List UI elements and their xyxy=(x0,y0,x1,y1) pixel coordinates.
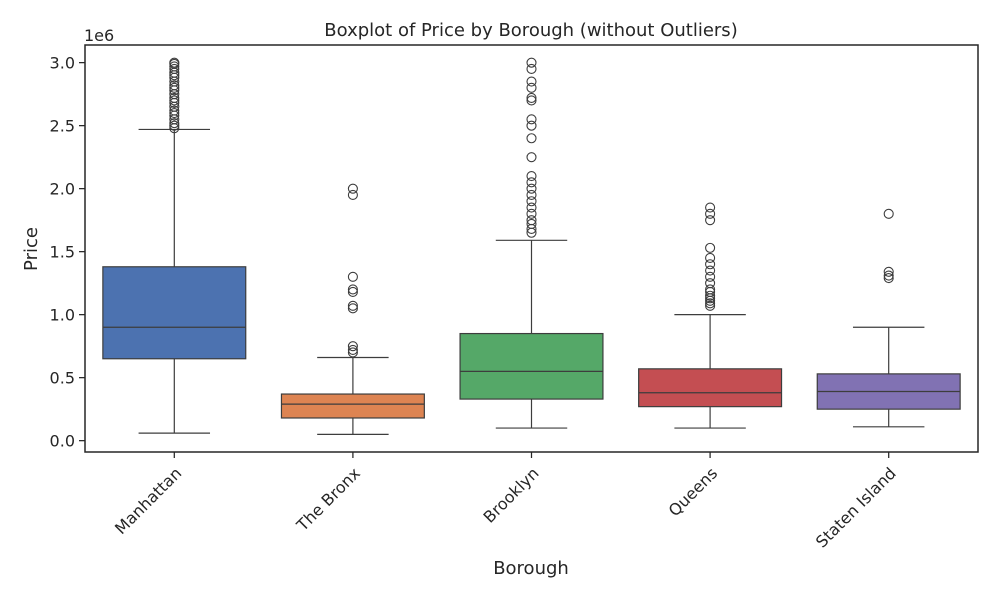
outlier-staten-island xyxy=(883,266,894,277)
outlier-queens xyxy=(705,300,716,311)
outlier-brooklyn xyxy=(526,92,537,103)
outlier-manhattan xyxy=(169,92,180,103)
y-axis-label: Price xyxy=(21,227,42,271)
x-tick-label: Manhattan xyxy=(111,464,185,538)
y-tick-label: 2.0 xyxy=(50,180,75,199)
outlier-queens xyxy=(705,271,716,282)
outlier-manhattan xyxy=(169,63,180,74)
outlier-queens xyxy=(705,252,716,264)
x-tick-label: Brooklyn xyxy=(480,464,543,527)
outlier-the-bronx xyxy=(347,271,358,282)
outlier-manhattan xyxy=(169,120,180,131)
y-axis-offset-label: 1e6 xyxy=(84,26,114,45)
outlier-manhattan xyxy=(169,57,180,68)
outlier-queens xyxy=(705,298,716,309)
outlier-manhattan xyxy=(169,61,180,72)
outlier-the-bronx xyxy=(347,284,358,295)
x-axis-label: Borough xyxy=(493,558,569,579)
outlier-manhattan xyxy=(169,82,180,93)
outlier-the-bronx xyxy=(347,189,358,200)
outlier-brooklyn xyxy=(526,63,537,74)
outlier-manhattan xyxy=(169,95,180,106)
outlier-staten-island xyxy=(883,270,894,281)
outlier-queens xyxy=(705,259,716,270)
plot-frame xyxy=(84,44,979,453)
outlier-staten-island xyxy=(883,273,894,284)
box-brooklyn xyxy=(459,332,604,400)
y-tick-label: 1.5 xyxy=(50,243,75,262)
outlier-staten-island xyxy=(883,208,894,219)
box-manhattan xyxy=(102,266,247,360)
outlier-queens xyxy=(705,265,716,276)
outlier-queens xyxy=(705,278,716,289)
outlier-brooklyn xyxy=(526,82,537,93)
x-tick-label: Queens xyxy=(665,464,722,521)
outlier-queens xyxy=(705,284,716,295)
outlier-brooklyn xyxy=(526,215,537,226)
outlier-the-bronx xyxy=(347,344,358,355)
outlier-manhattan xyxy=(169,107,180,119)
x-tick-label: The Bronx xyxy=(292,464,364,536)
outlier-queens xyxy=(705,202,716,213)
outlier-brooklyn xyxy=(526,120,537,131)
outlier-the-bronx xyxy=(347,341,358,352)
outlier-manhattan xyxy=(169,118,180,129)
outlier-the-bronx xyxy=(347,286,358,298)
outlier-brooklyn xyxy=(526,183,537,194)
outlier-brooklyn xyxy=(526,196,537,207)
outlier-manhattan xyxy=(169,80,180,91)
y-tick-label: 1.0 xyxy=(50,306,75,325)
outlier-the-bronx xyxy=(347,347,358,358)
y-tick-label: 0.5 xyxy=(50,369,75,388)
outlier-brooklyn xyxy=(526,76,537,87)
chart-title: Boxplot of Price by Borough (without Out… xyxy=(324,20,737,41)
outlier-the-bronx xyxy=(347,183,358,194)
y-tick-label: 0.0 xyxy=(50,432,75,451)
outlier-brooklyn xyxy=(526,114,537,125)
outlier-brooklyn xyxy=(526,170,537,182)
outlier-manhattan xyxy=(169,105,180,116)
outlier-queens xyxy=(705,242,716,253)
outlier-queens xyxy=(705,215,716,226)
outlier-brooklyn xyxy=(526,152,537,163)
outlier-brooklyn xyxy=(526,189,537,200)
box-queens xyxy=(638,368,783,408)
outlier-brooklyn xyxy=(526,177,537,188)
outlier-queens xyxy=(705,208,716,219)
outlier-the-bronx xyxy=(347,303,358,314)
outlier-brooklyn xyxy=(526,208,537,219)
outlier-brooklyn xyxy=(526,133,537,144)
y-tick-label: 3.0 xyxy=(50,54,75,73)
outlier-brooklyn xyxy=(526,202,537,213)
outlier-brooklyn xyxy=(526,95,537,106)
y-tick-label: 2.5 xyxy=(50,117,75,136)
plot-layer: 0.0 0.5 1.0 1.5 2.0 2.5 3.0 Manhattan The Bronx B… xyxy=(50,54,961,552)
outlier-queens xyxy=(705,290,716,301)
outlier-the-bronx xyxy=(347,300,358,311)
x-tick-label: Staten Island xyxy=(812,464,900,552)
outlier-brooklyn xyxy=(526,218,537,229)
box-the-bronx xyxy=(280,393,425,419)
outlier-brooklyn xyxy=(526,57,537,68)
